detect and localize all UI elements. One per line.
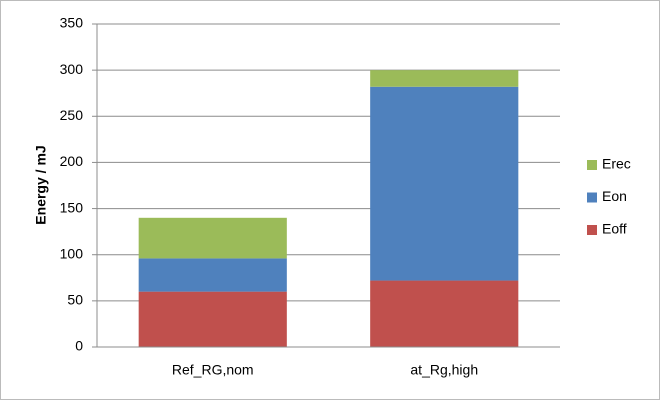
x-tick-label: Ref_RG,nom: [172, 362, 254, 378]
legend-label: Erec: [602, 156, 631, 172]
bar-segment: [138, 258, 287, 292]
y-tick-label: 100: [60, 245, 84, 261]
y-tick-label: 350: [60, 15, 84, 31]
y-tick-label: 50: [67, 292, 83, 308]
bar-segment: [138, 291, 287, 347]
y-tick-label: 300: [60, 61, 84, 77]
legend-label: Eon: [602, 188, 627, 204]
legend-swatch: [587, 192, 597, 203]
bar-segment: [370, 70, 519, 87]
y-axis-label: Energy / mJ: [33, 145, 49, 224]
bar-segment: [370, 280, 519, 347]
y-tick-label: 200: [60, 153, 84, 169]
y-tick-label: 0: [75, 338, 83, 354]
bar-segment: [138, 217, 287, 259]
legend-swatch: [587, 225, 597, 235]
bar-segment: [370, 86, 519, 281]
y-tick-label: 250: [60, 107, 84, 123]
y-tick-label: 150: [60, 199, 84, 215]
legend-swatch: [587, 160, 597, 170]
x-tick-label: at_Rg,high: [410, 362, 478, 378]
legend-label: Eoff: [602, 221, 627, 237]
